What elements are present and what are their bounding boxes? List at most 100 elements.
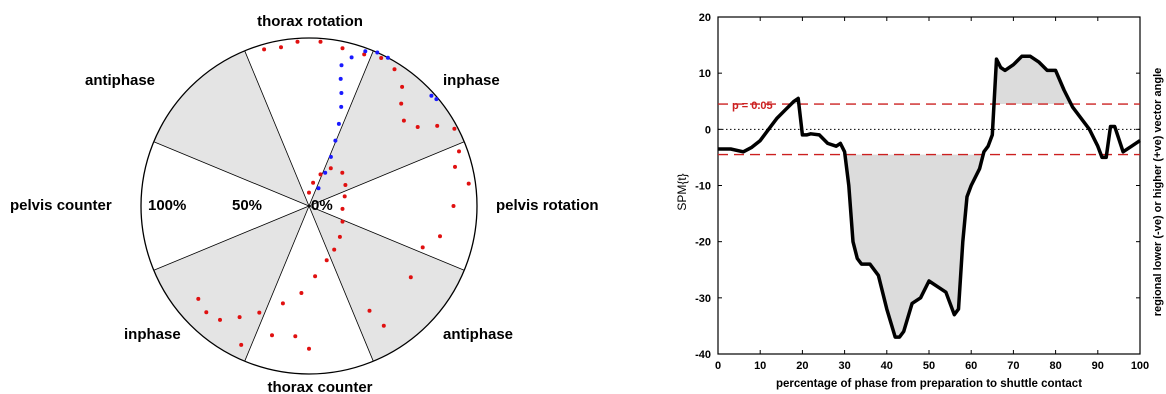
red-data-point — [340, 46, 345, 51]
blue-data-point — [338, 76, 343, 81]
x-axis-label: percentage of phase from preparation to … — [776, 378, 1082, 390]
polar-spokes — [153, 50, 465, 362]
red-data-point — [307, 346, 311, 351]
red-data-point — [270, 333, 274, 338]
suprathreshold-cluster — [845, 154, 983, 338]
red-data-point — [340, 206, 345, 211]
blue-data-point — [339, 104, 344, 109]
sector-boundary — [153, 205, 310, 271]
red-data-point — [340, 170, 345, 175]
y-tick-label: 20 — [699, 12, 711, 24]
blue-data-point — [434, 97, 439, 102]
x-tick-label: 0 — [715, 360, 721, 372]
blue-data-point — [385, 55, 390, 60]
blue-data-point — [316, 186, 321, 191]
red-data-point — [313, 274, 318, 279]
red-data-point — [420, 245, 425, 250]
blue-data-point — [363, 49, 368, 54]
shaded-sector — [309, 206, 465, 362]
suprathreshold-cluster — [994, 56, 1071, 105]
red-data-point — [362, 52, 367, 57]
red-data-point — [453, 164, 457, 169]
red-data-point — [435, 123, 440, 128]
radial-label-0: 0% — [311, 197, 333, 214]
blue-data-point — [336, 121, 341, 126]
sector-boundary — [308, 205, 374, 362]
polar-points — [196, 39, 471, 351]
red-data-point — [343, 183, 348, 187]
red-data-point — [400, 84, 405, 89]
y-tick-label: -40 — [695, 349, 711, 361]
x-tick-label: 40 — [881, 360, 893, 372]
red-data-point — [340, 219, 345, 224]
red-data-point — [279, 45, 283, 50]
polar-coupling-chart: thorax rotation inphase pelvis rotation … — [10, 13, 599, 394]
suprathreshold-fill — [791, 56, 1107, 338]
sector-label-upper-left: antiphase — [85, 72, 155, 89]
red-data-point — [337, 234, 342, 239]
blue-data-point — [339, 91, 344, 95]
red-data-point — [381, 323, 386, 328]
red-data-point — [415, 125, 420, 129]
red-data-point — [451, 204, 456, 208]
spm-line-chart: 0 10 20 30 40 50 60 70 80 90 10020100-10-20-30-40 … — [675, 12, 1164, 390]
red-data-point — [196, 296, 201, 301]
threshold-label: p = 0.05 — [732, 100, 773, 112]
red-data-point — [204, 310, 209, 315]
red-data-point — [318, 39, 323, 44]
blue-data-point — [333, 138, 338, 143]
x-tick-label: 70 — [1007, 360, 1019, 372]
red-data-point — [257, 310, 262, 315]
y-tick-label: 10 — [699, 68, 711, 80]
sector-boundary — [153, 141, 310, 207]
polar-sectors — [153, 50, 465, 362]
blue-data-point — [323, 170, 328, 175]
red-data-point — [342, 194, 347, 199]
blue-data-point — [349, 55, 354, 60]
red-data-point — [379, 56, 384, 60]
sector-label-right: pelvis rotation — [496, 197, 599, 214]
y-tick-label: -10 — [695, 181, 711, 193]
red-data-point — [307, 190, 311, 195]
shaded-sector — [153, 50, 309, 206]
sector-boundary — [244, 205, 310, 362]
sector-label-upper-right: inphase — [443, 72, 500, 89]
red-data-point — [262, 47, 267, 52]
sector-boundary — [244, 50, 310, 207]
y-tick-label: 0 — [705, 124, 711, 136]
x-tick-label: 50 — [923, 360, 935, 372]
blue-data-point — [328, 154, 333, 159]
red-data-point — [324, 258, 329, 263]
shaded-sector — [153, 206, 309, 362]
red-data-point — [280, 301, 285, 306]
red-data-point — [299, 291, 304, 295]
blue-data-point — [375, 50, 380, 55]
red-data-point — [392, 67, 397, 72]
x-tick-label: 100 — [1131, 360, 1149, 372]
red-data-point — [293, 334, 298, 339]
sector-label-top: thorax rotation — [257, 13, 363, 30]
red-data-point — [328, 166, 333, 171]
x-tick-label: 20 — [796, 360, 808, 372]
sector-label-bottom: thorax counter — [267, 379, 372, 394]
red-data-point — [318, 172, 323, 177]
sector-boundary — [308, 50, 374, 207]
y-axis-label: SPM{t} — [675, 173, 689, 210]
radial-label-100: 100% — [148, 197, 186, 214]
red-data-point — [399, 101, 404, 106]
sector-label-lower-left: inphase — [124, 326, 181, 343]
red-data-point — [332, 247, 337, 252]
red-data-point — [311, 180, 316, 185]
shaded-sector — [309, 50, 465, 206]
y-axis-label-right: regional lower (-ve) or higher (+ve) vec… — [1152, 68, 1164, 316]
blue-data-point — [339, 63, 344, 68]
red-data-point — [218, 317, 222, 322]
red-data-point — [367, 308, 372, 313]
red-data-point — [237, 315, 242, 320]
red-data-point — [466, 181, 471, 186]
blue-data-point — [429, 93, 434, 98]
red-data-point — [239, 342, 244, 347]
y-tick-label: -20 — [695, 237, 711, 249]
x-tick-label: 60 — [965, 360, 977, 372]
